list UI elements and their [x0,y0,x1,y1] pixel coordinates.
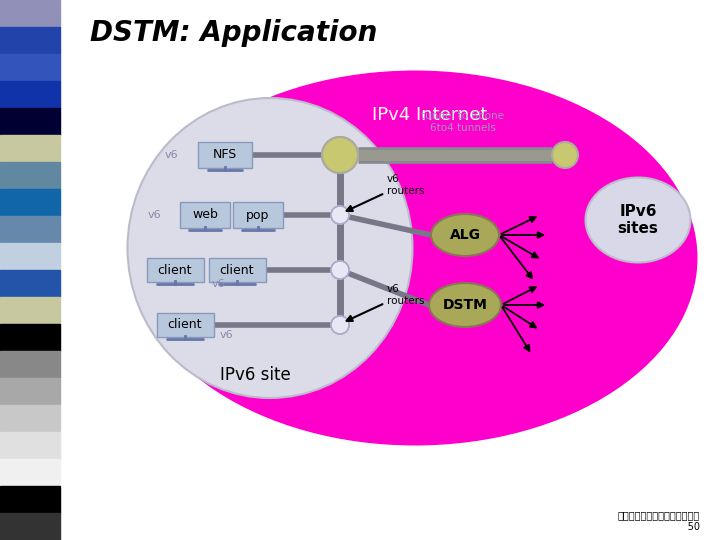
Text: ALG: ALG [449,228,480,242]
Text: NFS: NFS [213,148,237,161]
FancyBboxPatch shape [156,313,214,337]
Bar [0,405,60,432]
Text: v6: v6 [212,279,225,289]
Bar [0,351,60,378]
Text: DSTM: DSTM [443,298,487,312]
Text: DSTM: Application: DSTM: Application [90,19,377,47]
Bar [0,324,60,351]
Text: tunnel to 6bone
6to4 tunnels: tunnel to 6bone 6to4 tunnels [421,111,504,133]
Circle shape [552,142,578,168]
Text: v6
routers: v6 routers [387,284,425,306]
Bar [0,54,60,81]
Bar [0,486,60,513]
Ellipse shape [127,98,413,398]
Text: client: client [168,319,202,332]
FancyBboxPatch shape [233,202,283,228]
Circle shape [331,206,349,224]
Text: IPv4 Internet: IPv4 Internet [372,106,487,124]
Circle shape [331,316,349,334]
Circle shape [322,137,358,173]
Circle shape [331,261,349,279]
Circle shape [331,261,349,279]
Bar [0,297,60,324]
Bar [0,162,60,189]
Bar [0,432,60,459]
Text: v6: v6 [220,330,233,340]
Text: IPv6 site: IPv6 site [220,366,290,384]
Bar [0,513,60,540]
Bar [0,27,60,54]
Bar [0,108,60,135]
Ellipse shape [132,71,698,446]
Ellipse shape [429,283,501,327]
Bar [0,270,60,297]
Text: client: client [220,264,254,276]
FancyBboxPatch shape [146,258,204,282]
Bar [0,243,60,270]
Text: web: web [192,208,218,221]
Bar [0,81,60,108]
Text: client: client [158,264,192,276]
Text: IPv6
sites: IPv6 sites [618,204,658,236]
Circle shape [331,146,349,164]
Circle shape [331,146,349,164]
Bar [0,216,60,243]
Bar [0,459,60,486]
FancyBboxPatch shape [180,202,230,228]
Text: v6
routers: v6 routers [387,174,425,196]
Text: 國立清華大學資訊系黃能富教授
                     50: 國立清華大學資訊系黃能富教授 50 [618,510,700,532]
Text: pop: pop [246,208,270,221]
Bar [0,189,60,216]
Circle shape [331,316,349,334]
FancyBboxPatch shape [198,142,252,168]
Text: v6: v6 [165,150,179,160]
Ellipse shape [585,178,690,262]
FancyBboxPatch shape [209,258,266,282]
Bar [0,0,60,27]
Circle shape [322,137,358,173]
Bar [0,135,60,162]
Circle shape [331,206,349,224]
Ellipse shape [431,214,499,256]
Bar [0,378,60,405]
Text: v6: v6 [148,210,161,220]
